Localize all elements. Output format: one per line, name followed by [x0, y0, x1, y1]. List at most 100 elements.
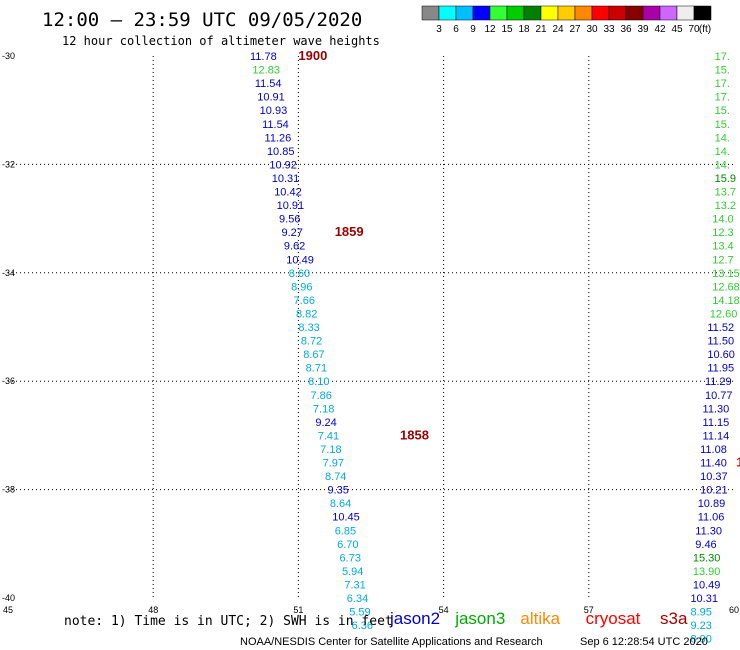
- wave-height-label: 10.92: [269, 159, 297, 171]
- colorbar-swatch: [557, 5, 576, 21]
- wave-height-label: 15.: [715, 65, 730, 77]
- x-tick-label: 45: [3, 605, 13, 615]
- legend-entry-jason3: jason3: [454, 609, 505, 628]
- legend-entry-s3a: s3a: [660, 609, 688, 628]
- wave-height-label: 8.71: [306, 363, 327, 375]
- wave-height-label: 11.06: [698, 512, 725, 524]
- colorbar-swatch: [574, 5, 593, 21]
- wave-height-label: 10.49: [693, 579, 721, 591]
- satellite-legend: jason2 jason3 altika cryosat s3a: [389, 609, 688, 628]
- wave-height-label: 9.24: [315, 417, 336, 429]
- wave-height-label: 11.78: [250, 51, 277, 63]
- axis-ticks: 45 48 51 54 57 60 -30 -32 -34 -36 -38 -40: [2, 51, 739, 615]
- wave-height-label: 11.29: [705, 376, 732, 388]
- legend-entry-jason2: jason2: [389, 609, 440, 628]
- wave-height-label: 13.90: [693, 566, 721, 578]
- wave-height-label: 9.35: [327, 485, 348, 497]
- colorbar-label: 39: [637, 24, 649, 35]
- wave-height-label: 8.72: [301, 336, 322, 348]
- track-b-group: 17.15.17.17.15.15.14.14.14.15.913.713.21…: [690, 51, 739, 646]
- colorbar-label: 30: [586, 24, 598, 35]
- wave-height-label: 8.96: [291, 281, 312, 293]
- x-tick-label: 54: [439, 605, 449, 615]
- wave-height-label: 8.90: [690, 634, 711, 646]
- colorbar-label: 15: [501, 24, 513, 35]
- time-labels-group: 1900 1859 1858 17: [298, 48, 740, 470]
- legend-entry-cryosat: cryosat: [586, 609, 641, 628]
- wave-height-label: 9.23: [690, 620, 711, 632]
- wave-height-label: 10.31: [272, 173, 300, 185]
- colorbar-label: 18: [518, 24, 530, 35]
- wave-height-label: 10.45: [332, 512, 360, 524]
- chart-subtitle: 12 hour collection of altimeter wave hei…: [62, 34, 380, 48]
- y-tick-label: -34: [2, 268, 15, 278]
- colorbar-label: 21: [535, 24, 547, 35]
- wave-height-label: 12.7: [712, 254, 733, 266]
- wave-height-label: 10.49: [286, 254, 314, 266]
- wave-height-label: 8.82: [296, 308, 317, 320]
- x-tick-label: 60: [729, 605, 739, 615]
- colorbar-swatch: [540, 5, 559, 21]
- chart-title: 12:00 – 23:59 UTC 09/05/2020: [42, 9, 362, 31]
- wave-height-label: 12.68: [712, 281, 740, 293]
- wave-height-label: 13.15: [712, 268, 740, 280]
- colorbar-swatch: [642, 5, 661, 21]
- wave-height-label: 7.18: [320, 444, 341, 456]
- colorbar-label: 33: [603, 24, 615, 35]
- wave-height-label: 11.14: [703, 430, 730, 442]
- wave-height-label: 17.: [715, 78, 730, 90]
- footer-credit: NOAA/NESDIS Center for Satellite Applica…: [240, 636, 543, 648]
- wave-height-label: 6.36: [352, 620, 373, 632]
- wave-height-label: 17.: [715, 92, 730, 104]
- wave-height-label: 14.0: [712, 214, 733, 226]
- colorbar-unit: (ft): [699, 24, 711, 35]
- colorbar-label: 27: [569, 24, 581, 35]
- wave-height-label: 10.37: [700, 471, 728, 483]
- wave-height-label: 11.54: [255, 78, 282, 90]
- x-tick-label: 57: [584, 605, 594, 615]
- legend-entry-altika: altika: [520, 609, 560, 628]
- wave-height-label: 6.34: [347, 593, 368, 605]
- colorbar-swatch: [438, 5, 457, 21]
- wave-height-label: 15.: [715, 119, 730, 131]
- track-a-group: 11.7812.8311.5410.9110.9311.5411.2610.85…: [250, 51, 373, 632]
- colorbar-swatch: [455, 5, 474, 21]
- wave-height-label: 7.97: [323, 458, 344, 470]
- wave-height-label: 6.73: [340, 552, 361, 564]
- colorbar-swatch: [523, 5, 542, 21]
- plot-grid: [8, 56, 734, 598]
- wave-height-label: 9.27: [281, 227, 302, 239]
- wave-height-label: 11.52: [707, 322, 734, 334]
- footer-note: note: 1) Time is in UTC; 2) SWH is in fe…: [64, 614, 393, 629]
- wave-height-label: 10.85: [267, 146, 295, 158]
- wave-height-label: 11.50: [707, 336, 734, 348]
- wave-height-label: 8.67: [303, 349, 324, 361]
- colorbar-legend: 3 6 9 12 15 18 21 24 27 30 33 36 39 42 45 70 (ft): [421, 5, 712, 35]
- time-label: 1858: [400, 427, 429, 442]
- wave-height-label: 11.95: [707, 363, 734, 375]
- wave-height-label: 10.31: [690, 593, 718, 605]
- wave-height-label: 9.46: [695, 539, 716, 551]
- wave-height-label: 10.89: [698, 498, 726, 510]
- colorbar-swatch: [506, 5, 525, 21]
- wave-height-label: 11.15: [703, 417, 730, 429]
- wave-height-label: 11.26: [265, 132, 292, 144]
- wave-height-label: 10.42: [274, 187, 302, 199]
- colorbar-swatch: [693, 5, 712, 21]
- wave-height-label: 8.33: [298, 322, 319, 334]
- wave-height-label: 10.77: [705, 390, 733, 402]
- wave-height-label: 8.64: [330, 498, 351, 510]
- wave-height-label: 9.62: [284, 241, 305, 253]
- wave-height-label: 6.70: [337, 539, 358, 551]
- colorbar-label: 70: [688, 24, 700, 35]
- wave-height-label: 10.21: [700, 485, 728, 497]
- colorbar-label: 24: [552, 24, 564, 35]
- wave-height-label: 7.66: [294, 295, 315, 307]
- wave-height-label: 9.56: [279, 214, 300, 226]
- wave-height-label: 13.4: [712, 241, 733, 253]
- wave-height-label: 12.3: [712, 227, 733, 239]
- wave-height-label: 8.95: [690, 607, 711, 619]
- wave-height-label: 11.30: [695, 525, 722, 537]
- wave-height-label: 10.91: [257, 92, 285, 104]
- colorbar-swatch: [472, 5, 491, 21]
